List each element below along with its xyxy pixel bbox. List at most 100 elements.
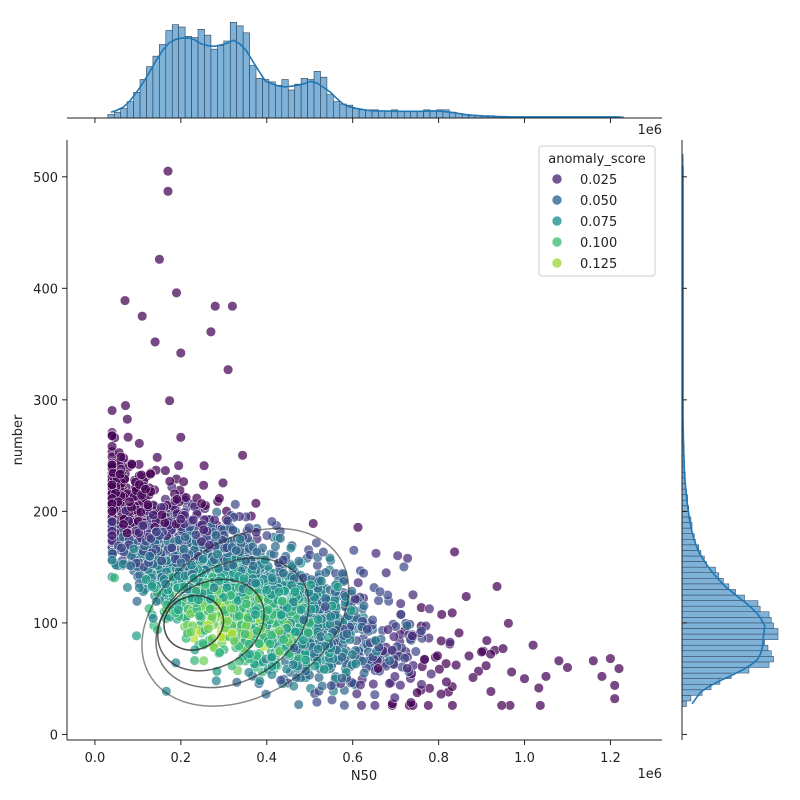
scatter-point — [116, 451, 127, 462]
scatter-point — [320, 601, 331, 612]
top-hist-bar — [249, 65, 257, 119]
right-hist-bar — [681, 539, 696, 546]
top-hist-bar — [281, 79, 289, 119]
right-hist-bar — [681, 605, 761, 612]
scatter-point — [147, 581, 158, 592]
scatter-point — [250, 577, 261, 589]
scatter-point — [107, 555, 118, 566]
top-hist-bar — [287, 89, 295, 119]
scatter-point — [175, 514, 186, 525]
scatter-point — [405, 697, 417, 708]
scatter-point — [461, 591, 472, 602]
scatter-point — [326, 680, 337, 691]
scatter-point — [217, 477, 229, 488]
scatter-point — [266, 630, 277, 641]
scatter-point — [150, 336, 161, 347]
scatter-point — [370, 548, 382, 559]
top-hist-bar — [294, 83, 302, 119]
scatter-point — [407, 589, 419, 600]
scatter-point — [324, 552, 335, 564]
scatter-point — [154, 254, 165, 265]
right-kde-line — [682, 165, 766, 705]
scatter-point — [449, 546, 460, 557]
scatter-point — [519, 673, 530, 684]
scatter-point — [251, 546, 262, 558]
scatter-point — [392, 550, 403, 561]
scatter-point — [212, 549, 223, 560]
scatter-point — [402, 620, 413, 631]
top-hist-bar — [307, 79, 315, 119]
scatter-point — [166, 542, 177, 553]
scatter-point — [481, 635, 492, 646]
scatter-point — [423, 700, 434, 711]
y-tick-label: 500 — [33, 171, 58, 186]
scatter-point — [162, 186, 174, 197]
scatter-point — [276, 609, 287, 620]
scatter-point — [209, 514, 220, 525]
scatter-point — [164, 395, 175, 406]
scatter-point — [270, 541, 281, 552]
scatter-point — [346, 605, 357, 616]
right-hist-bar — [681, 644, 769, 652]
scatter-point — [266, 651, 277, 663]
scatter-point — [451, 660, 462, 671]
scatter-point — [137, 311, 148, 322]
scatter-point — [194, 610, 205, 621]
scatter-point — [214, 647, 225, 658]
scatter-point — [289, 642, 300, 654]
top-hist-bar — [333, 101, 341, 119]
scatter-point — [126, 459, 138, 470]
scatter-point — [424, 603, 435, 614]
scatter-point — [367, 614, 378, 626]
scatter-point — [373, 663, 384, 674]
top-hist-bar — [184, 36, 192, 119]
scatter-point — [190, 529, 201, 540]
scatter-point — [135, 507, 146, 518]
x-tick-label: 0.6 — [342, 751, 363, 766]
scatter-point — [362, 624, 373, 635]
scatter-point — [434, 664, 445, 675]
scatter-point — [369, 700, 380, 711]
scatter-point — [264, 638, 276, 649]
scatter-point — [223, 364, 234, 375]
right-marginal-histogram — [681, 154, 779, 707]
kde-contour-line — [155, 557, 310, 689]
scatter-point — [506, 666, 517, 678]
scatter-point — [347, 649, 358, 660]
scatter-point — [209, 582, 220, 593]
right-hist-bar — [681, 700, 687, 707]
scatter-point — [107, 530, 118, 541]
scatter-point — [497, 643, 509, 654]
legend: anomaly_score 0.025 0.050 0.075 0.100 0.125 — [538, 145, 656, 277]
scatter-point — [350, 658, 361, 669]
kde-contour-line — [163, 594, 225, 651]
top-hist-bar — [268, 81, 276, 119]
scatter-point — [348, 545, 359, 556]
scatter-point — [211, 530, 222, 541]
scatter-point — [416, 625, 427, 636]
scatter-point — [234, 610, 245, 621]
top-hist-bar — [191, 37, 199, 119]
scatter-point — [118, 519, 129, 530]
scatter-point — [122, 414, 133, 425]
scatter-point — [229, 635, 240, 646]
scatter-point — [313, 643, 324, 655]
top-hist-bar — [126, 101, 134, 119]
scatter-point — [115, 469, 126, 480]
scatter-point — [178, 544, 189, 555]
right-hist-ticks — [682, 176, 687, 735]
scatter-point — [416, 679, 427, 690]
scatter-point — [290, 586, 301, 597]
scatter-point — [389, 671, 400, 682]
scatter-point — [369, 689, 380, 700]
scatter-point — [481, 660, 492, 671]
legend-entry-label: 0.125 — [580, 257, 617, 272]
scatter-point — [388, 631, 400, 642]
scatter-point — [140, 484, 151, 495]
right-hist-bar — [681, 650, 772, 657]
scatter-point — [148, 613, 159, 624]
scatter-point — [426, 668, 437, 680]
scatter-point — [318, 547, 329, 558]
kde-contour-line — [156, 578, 265, 672]
scatter-point — [436, 635, 447, 646]
